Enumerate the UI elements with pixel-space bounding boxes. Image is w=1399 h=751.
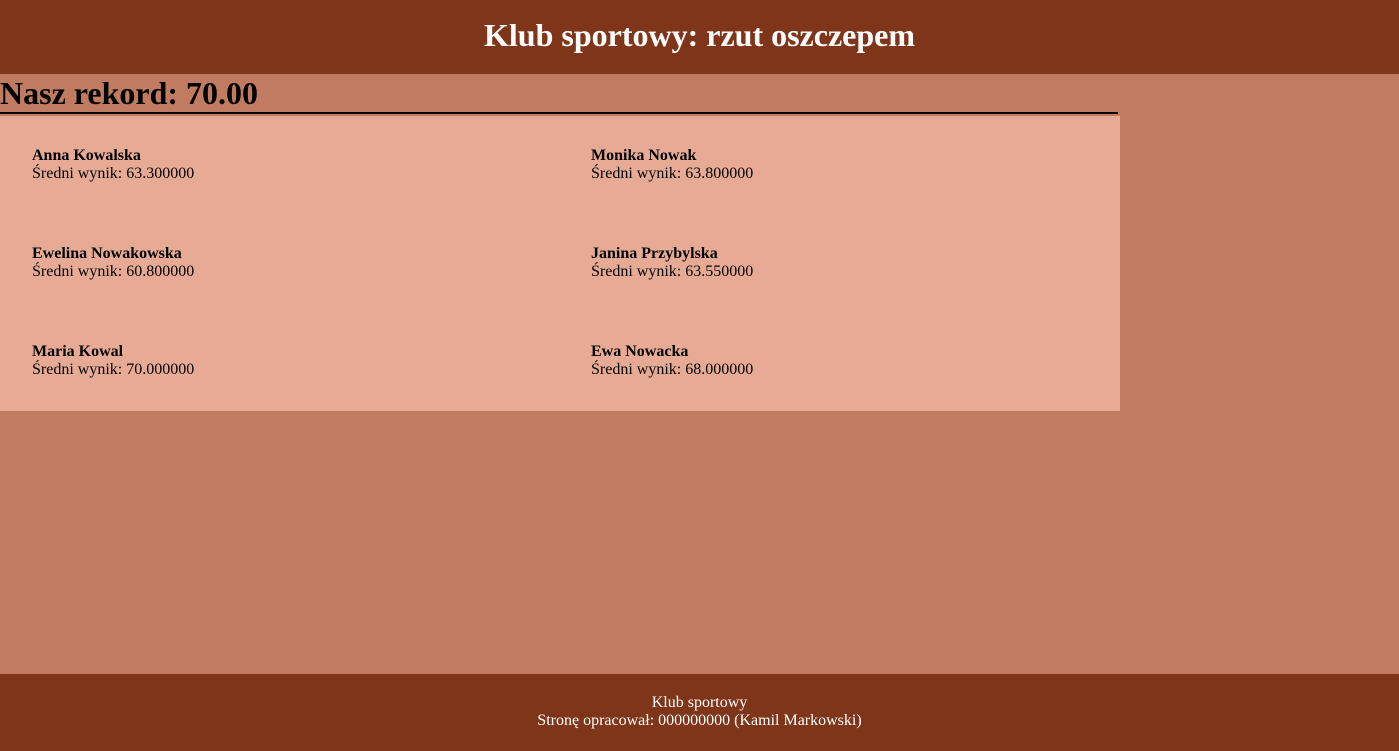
- athlete-name: Monika Nowak: [591, 147, 697, 164]
- athlete-name: Janina Przybylska: [591, 245, 718, 262]
- athlete-score: Średni wynik: 63.550000: [591, 263, 754, 280]
- athlete-card: Monika Nowak Średni wynik: 63.800000: [591, 147, 1091, 183]
- athlete-name: Maria Kowal: [32, 343, 124, 360]
- athlete-score: Średni wynik: 63.300000: [32, 165, 195, 182]
- athlete-score: Średni wynik: 60.800000: [32, 263, 195, 280]
- main-content: Nasz rekord: 70.00 Anna Kowalska Średni …: [0, 74, 1120, 674]
- page-header: Klub sportowy: rzut oszczepem: [0, 0, 1399, 74]
- footer-author: Stronę opracował: 000000000 (Kamil Marko…: [537, 712, 862, 729]
- athlete-card: Ewa Nowacka Średni wynik: 68.000000: [591, 343, 1091, 379]
- athlete-card: Maria Kowal Średni wynik: 70.000000: [32, 343, 532, 379]
- athlete-name: Ewa Nowacka: [591, 343, 689, 360]
- athlete-card: Ewelina Nowakowska Średni wynik: 60.8000…: [32, 245, 532, 281]
- athlete-card: Janina Przybylska Średni wynik: 63.55000…: [591, 245, 1091, 281]
- athlete-score: Średni wynik: 68.000000: [591, 361, 754, 378]
- athlete-name: Anna Kowalska: [32, 147, 141, 164]
- athlete-card: Anna Kowalska Średni wynik: 63.300000: [32, 147, 532, 183]
- page-title: Klub sportowy: rzut oszczepem: [483, 17, 916, 53]
- page-footer: Klub sportowy Stronę opracował: 00000000…: [0, 674, 1399, 751]
- footer-club-name: Klub sportowy: [651, 694, 748, 711]
- record-heading: Nasz rekord: 70.00: [0, 75, 259, 111]
- athletes-panel: Anna Kowalska Średni wynik: 63.300000 Mo…: [0, 116, 1120, 411]
- athlete-score: Średni wynik: 70.000000: [32, 361, 195, 378]
- athlete-name: Ewelina Nowakowska: [32, 245, 182, 262]
- athlete-score: Średni wynik: 63.800000: [591, 165, 754, 182]
